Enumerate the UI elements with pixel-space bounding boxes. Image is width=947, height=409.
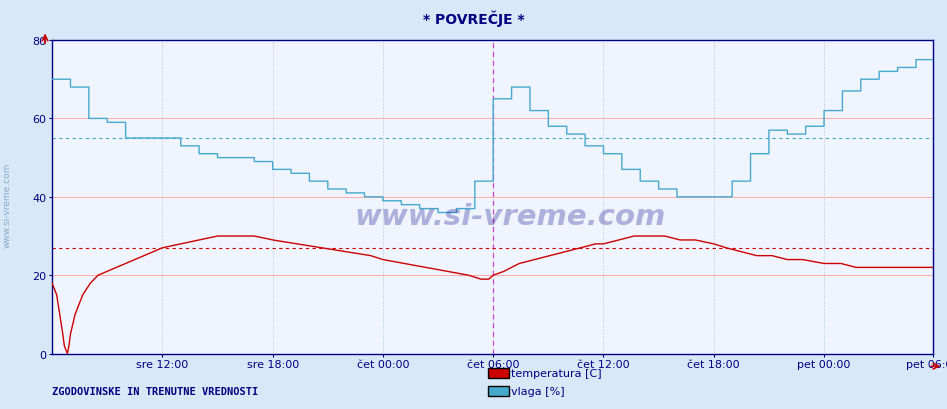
Text: temperatura [C]: temperatura [C] bbox=[511, 369, 602, 378]
Text: www.si-vreme.com: www.si-vreme.com bbox=[3, 162, 12, 247]
Text: * POVREČJE *: * POVREČJE * bbox=[422, 10, 525, 27]
Text: ZGODOVINSKE IN TRENUTNE VREDNOSTI: ZGODOVINSKE IN TRENUTNE VREDNOSTI bbox=[52, 387, 259, 396]
Text: vlaga [%]: vlaga [%] bbox=[511, 386, 565, 396]
Text: www.si-vreme.com: www.si-vreme.com bbox=[354, 202, 666, 230]
